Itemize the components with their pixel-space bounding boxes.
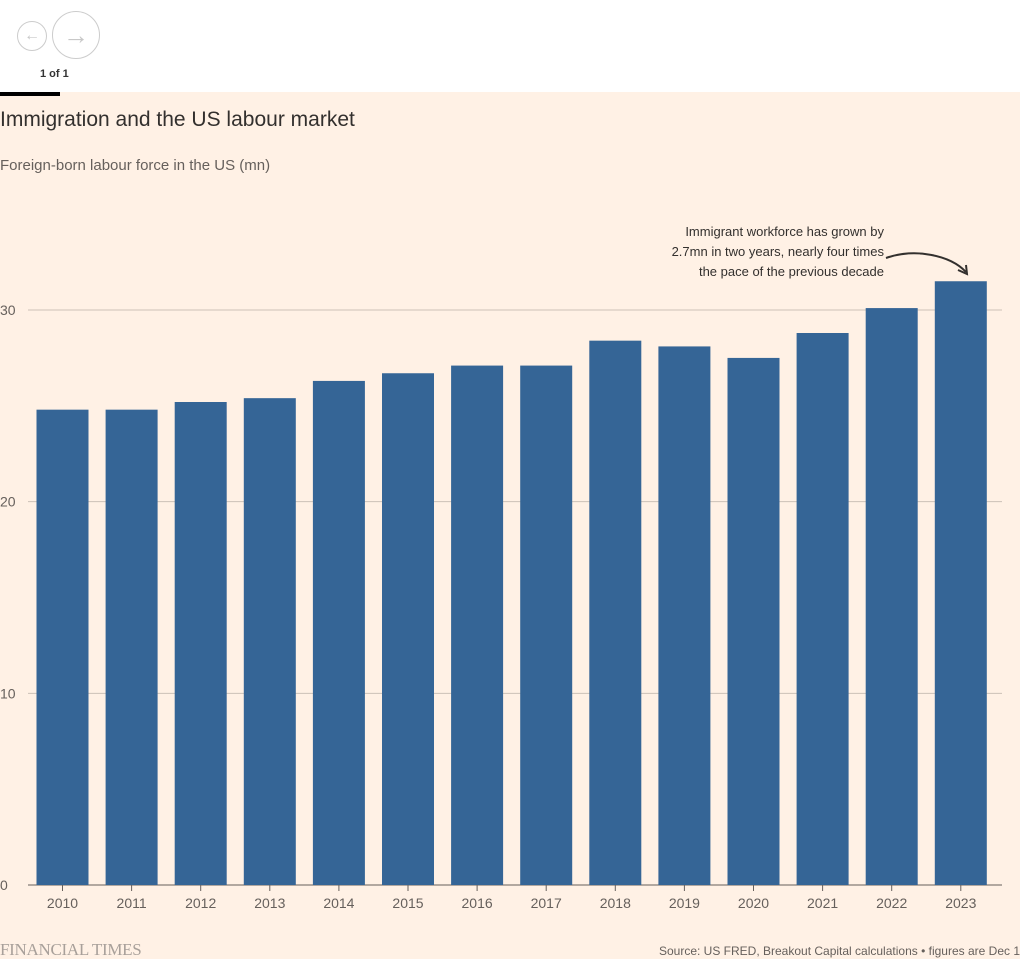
x-tick-label: 2016 [462,895,493,911]
slide-navigation: ← → 1 of 1 [0,0,1020,92]
y-tick-label: 20 [0,494,16,510]
bar-2019 [658,346,711,886]
x-tick-label: 2013 [254,895,285,911]
annotation-arrowhead [957,264,969,276]
bar-2022 [865,308,918,885]
x-tick-label: 2014 [323,895,354,911]
annotation-arrow [885,252,967,273]
x-tick-label: 2018 [600,895,631,911]
x-tick-label: 2010 [47,895,78,911]
x-tick-label: 2012 [185,895,216,911]
bar-2023 [934,281,987,885]
accent-bar [0,92,60,96]
chart-title: Immigration and the US labour market [0,108,355,131]
y-tick-label: 30 [0,302,16,318]
bar-2017 [520,365,573,885]
x-tick-label: 2011 [117,895,147,911]
next-button[interactable]: → [52,11,100,59]
bar-2018 [589,340,642,886]
chart-annotation: Immigrant workforce has grown by 2.7mn i… [671,224,884,279]
source-note: Source: US FRED, Breakout Capital calcul… [658,944,1020,958]
arrow-right-icon: → [63,19,89,50]
x-tick-label: 2021 [807,895,838,911]
bar-2010 [36,409,89,885]
x-tick-label: 2022 [876,895,907,911]
chart-panel [0,92,1020,959]
x-tick-label: 2020 [738,895,769,911]
page-counter: 1 of 1 [40,68,69,80]
x-tick-label: 2023 [945,895,976,911]
bar-2013 [243,398,296,885]
bar-2015 [382,373,434,885]
bar-2021 [796,333,849,885]
chart-subtitle: Foreign-born labour force in the US (mn) [0,157,271,174]
bar-2012 [174,402,227,885]
x-tick-label: 2019 [669,895,700,911]
bar-2011 [105,409,158,885]
bar-2014 [312,380,365,885]
y-tick-label: 0 [0,877,8,893]
x-tick-label: 2017 [531,895,562,911]
ft-logo: FINANCIAL TIMES [0,940,142,959]
previous-button[interactable]: ← [17,21,47,51]
bar-2016 [451,365,504,885]
bar-2020 [727,357,780,886]
x-tick-label: 2015 [392,895,423,911]
y-tick-label: 10 [0,685,16,701]
arrow-left-icon: ← [24,27,40,44]
